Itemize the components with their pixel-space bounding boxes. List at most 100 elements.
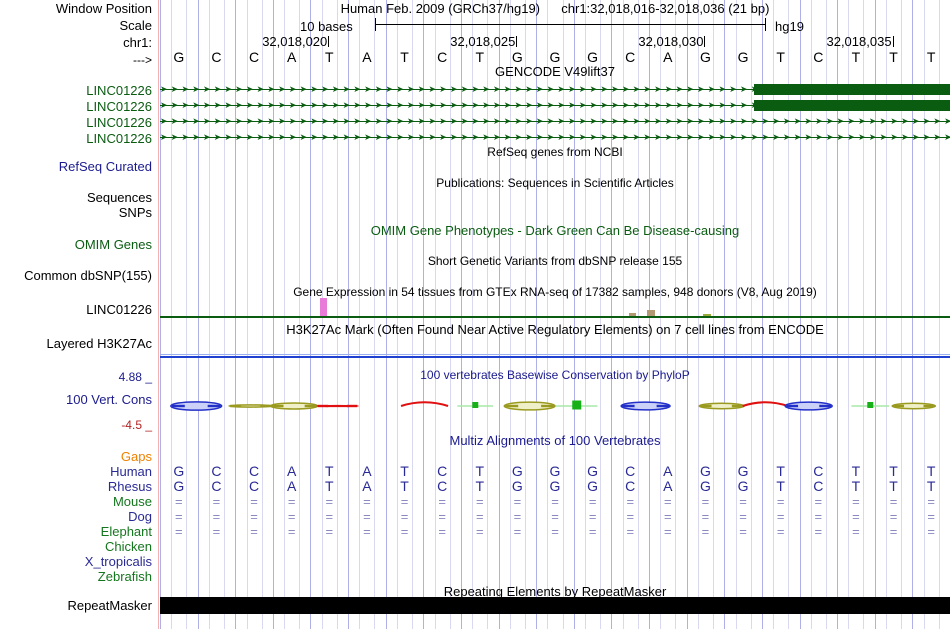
- alignment-gap: =: [852, 509, 860, 524]
- alignment-base: T: [776, 463, 785, 479]
- cons-peak-marker: [867, 402, 874, 408]
- alignment-gap: =: [664, 524, 672, 539]
- alignment-gap: =: [400, 524, 409, 539]
- sequence-base: C: [625, 49, 636, 65]
- sequence-base: C: [211, 49, 222, 65]
- gene-strand-arrows: ➤➤➤➤➤➤➤➤➤➤➤➤➤➤➤➤➤➤➤➤➤➤➤➤➤➤➤➤➤➤➤➤➤➤➤➤➤➤➤➤…: [160, 133, 950, 143]
- alignment-gap: =: [889, 509, 898, 524]
- species-label[interactable]: Zebrafish: [97, 569, 152, 584]
- alignment-gap: =: [739, 509, 747, 524]
- sequence-base: T: [325, 49, 334, 65]
- alignment-gap: =: [475, 494, 484, 509]
- assembly-title: Human Feb. 2009 (GRCh37/hg19): [340, 1, 541, 16]
- gridline-minor: [773, 0, 774, 629]
- alignment-gap: =: [475, 524, 484, 539]
- gene-row-label[interactable]: LINC01226: [86, 99, 152, 114]
- sequence-base: G: [737, 49, 749, 65]
- alignment-gap: =: [175, 494, 183, 509]
- alignment-gap: =: [626, 524, 635, 539]
- scale-label: 10 bases: [300, 19, 353, 34]
- cons-positive-peak: [742, 401, 789, 407]
- gene-row-label[interactable]: LINC01226: [86, 83, 152, 98]
- gridline-minor: [247, 0, 248, 629]
- alignment-gap: =: [212, 509, 221, 524]
- alignment-gap: =: [438, 494, 446, 509]
- sequence-base: G: [700, 49, 711, 65]
- track-title-gtex: Gene Expression in 54 tissues from GTEx …: [293, 285, 817, 299]
- position-tick-mark: [893, 36, 894, 47]
- position-tick-mark: [704, 36, 705, 47]
- sequence-base: C: [248, 49, 260, 65]
- alignment-gap: =: [889, 494, 898, 509]
- repeatmasker-bar[interactable]: [160, 597, 950, 614]
- gridline-major: [611, 0, 612, 629]
- alignment-gap: =: [852, 494, 860, 509]
- label-chrom: chr1:: [123, 35, 152, 50]
- label-snps[interactable]: SNPs: [118, 205, 152, 220]
- label-layered-h3k27ac[interactable]: Layered H3K27Ac: [46, 336, 152, 351]
- sequence-base: G: [549, 49, 561, 65]
- cons-axis-min: -4.5 _: [121, 418, 152, 432]
- alignment-base: C: [625, 463, 636, 479]
- alignment-gap: =: [927, 524, 935, 539]
- label-omim-genes[interactable]: OMIM Genes: [74, 237, 152, 252]
- species-label[interactable]: Elephant: [100, 524, 152, 539]
- position-tick-label: 32,018,035: [826, 34, 892, 49]
- label-common-dbsnp[interactable]: Common dbSNP(155): [24, 268, 152, 283]
- position-ruler: 32,018,020 32,018,025 32,018,030 32,018,035: [160, 34, 950, 50]
- label-refseq-curated[interactable]: RefSeq Curated: [58, 159, 152, 174]
- alignment-base: A: [663, 463, 673, 479]
- gridline-minor: [412, 0, 413, 629]
- sequence-base: C: [813, 49, 824, 65]
- alignment-base: G: [549, 463, 561, 479]
- species-label[interactable]: X_tropicalis: [84, 554, 152, 569]
- species-label[interactable]: Dog: [128, 509, 152, 524]
- track-title-h3k27ac: H3K27Ac Mark (Often Found Near Active Re…: [286, 322, 824, 337]
- species-label[interactable]: Human: [110, 464, 152, 479]
- alignment-gap: =: [363, 494, 371, 509]
- label-sequences[interactable]: Sequences: [86, 190, 152, 205]
- gridline-minor: [736, 0, 737, 629]
- track-title-refseq: RefSeq genes from NCBI: [487, 145, 623, 159]
- alignment-gap: =: [287, 494, 296, 509]
- track-title-phylop: 100 vertebrates Basewise Conservation by…: [420, 368, 690, 382]
- gtex-expression-bar: [703, 314, 712, 316]
- label-gtex-gene[interactable]: LINC01226: [86, 302, 152, 317]
- gridline-minor: [299, 0, 300, 629]
- label-repeatmasker[interactable]: RepeatMasker: [67, 598, 152, 613]
- gene-exon-block[interactable]: [754, 100, 950, 111]
- sequence-base: T: [776, 49, 785, 65]
- gtex-expression-track[interactable]: [160, 296, 950, 318]
- gene-intron-line: [160, 105, 754, 106]
- gridline-minor: [886, 0, 887, 629]
- alignment-gap: =: [212, 524, 221, 539]
- gridline-major: [461, 0, 462, 629]
- species-label[interactable]: Chicken: [105, 539, 152, 554]
- gridline-minor: [585, 0, 586, 629]
- alignment-base: A: [286, 478, 297, 494]
- gridline-minor: [751, 0, 752, 629]
- gridline-minor: [600, 0, 601, 629]
- alignment-gap: =: [739, 524, 747, 539]
- alignment-gap: =: [287, 524, 296, 539]
- alignment-base: T: [926, 478, 936, 494]
- gridline-minor: [487, 0, 488, 629]
- alignment-gap: =: [438, 524, 446, 539]
- sequence-base: A: [663, 49, 673, 65]
- gtex-expression-bar: [646, 310, 655, 316]
- gridline-minor: [901, 0, 902, 629]
- gene-row-label[interactable]: LINC01226: [86, 131, 152, 146]
- gene-exon-block[interactable]: [754, 84, 950, 95]
- label-scale: Scale: [119, 18, 152, 33]
- track-title-multiz: Multiz Alignments of 100 Vertebrates: [449, 433, 661, 448]
- label-window-position: Window Position: [55, 1, 152, 16]
- species-label[interactable]: Mouse: [112, 494, 152, 509]
- gridline-minor: [638, 0, 639, 629]
- gridline-minor: [450, 0, 451, 629]
- gene-row-label[interactable]: LINC01226: [86, 115, 152, 130]
- label-100-vert-cons[interactable]: 100 Vert. Cons: [66, 392, 152, 407]
- gridline-major: [875, 0, 876, 629]
- sequence-base: G: [587, 49, 599, 65]
- species-label[interactable]: Rhesus: [107, 479, 152, 494]
- gridline-minor: [171, 0, 172, 629]
